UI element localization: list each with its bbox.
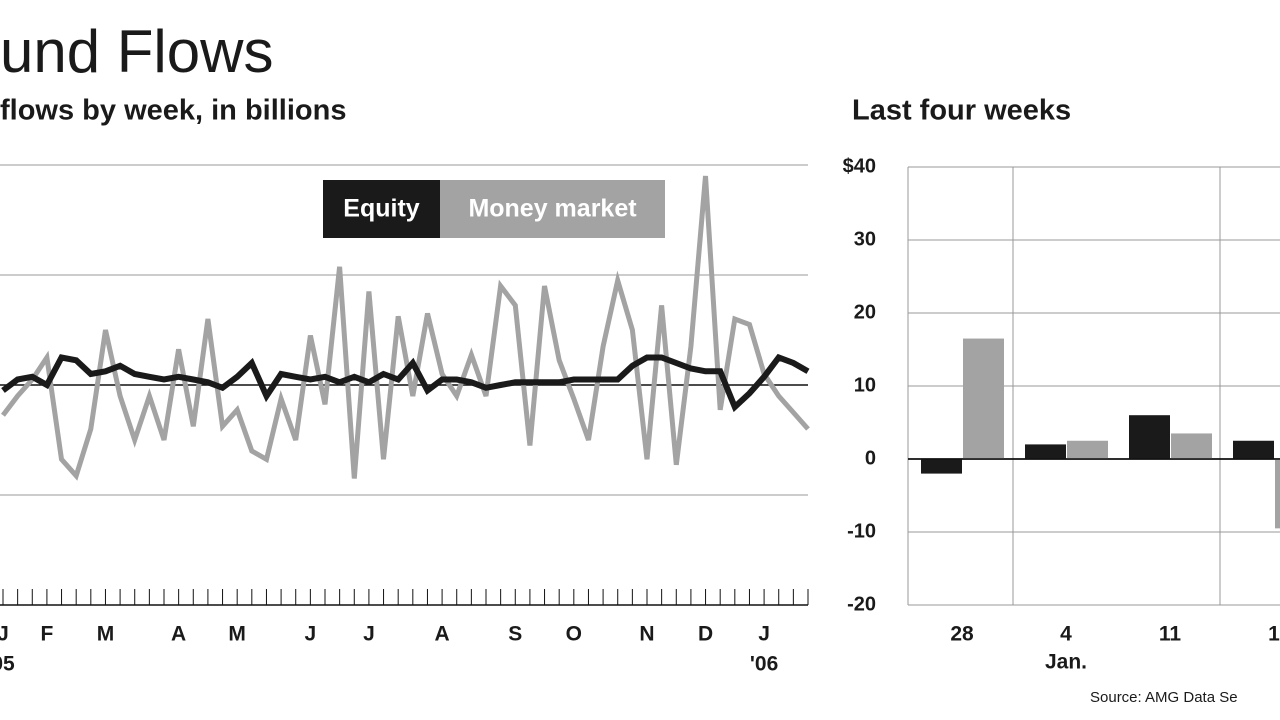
x-tick-label: 4	[1060, 623, 1072, 646]
bar	[1233, 440, 1274, 459]
x-tick-label: J	[305, 623, 317, 646]
y-tick-label: -10	[847, 520, 876, 542]
subtitle: flows by week, in billions	[0, 95, 346, 127]
bar	[921, 459, 962, 474]
source: Source: AMG Data Se	[1090, 689, 1238, 706]
x-tick-label: 28	[950, 623, 974, 646]
x-tick-label: J	[363, 623, 375, 646]
x-tick-label: 1	[1268, 623, 1280, 646]
legend-label: Equity	[343, 195, 419, 223]
title: und Flows	[0, 18, 273, 85]
bar	[1067, 440, 1108, 459]
x-tick-label: J	[0, 623, 9, 646]
legend-swatch	[440, 180, 665, 238]
x-tick-label: M	[97, 623, 115, 646]
x-tick-label: O	[566, 623, 582, 646]
x-tick-label: F	[40, 623, 53, 646]
y-tick-label: 10	[854, 374, 876, 396]
x-tick-label: A	[171, 623, 186, 646]
line-series	[1, 353, 810, 413]
x-tick-label: D	[698, 623, 713, 646]
x-tick-label: 11	[1159, 623, 1182, 646]
x-tick-label: M	[228, 623, 246, 646]
year-label: '06	[750, 653, 778, 676]
y-tick-label: 20	[854, 301, 876, 323]
x-tick-label: A	[435, 623, 450, 646]
bar	[1171, 433, 1212, 459]
legend-label: Money market	[468, 195, 637, 223]
bar	[1129, 415, 1170, 459]
legend-swatch	[323, 180, 440, 238]
y-tick-label: -20	[847, 593, 876, 615]
y-tick-label: $40	[843, 155, 876, 177]
bar	[1025, 444, 1066, 459]
subtitle: Last four weeks	[852, 95, 1071, 127]
x-tick-label: N	[639, 623, 654, 646]
x-tick-label: S	[508, 623, 522, 646]
x-sublabel: Jan.	[1045, 651, 1087, 674]
y-tick-label: 30	[854, 228, 876, 250]
year-label: 05	[0, 653, 15, 676]
x-tick-label: J	[758, 623, 770, 646]
line-series	[1, 175, 810, 481]
bar	[1275, 459, 1280, 529]
bar	[963, 338, 1004, 459]
y-tick-label: 0	[865, 447, 876, 469]
